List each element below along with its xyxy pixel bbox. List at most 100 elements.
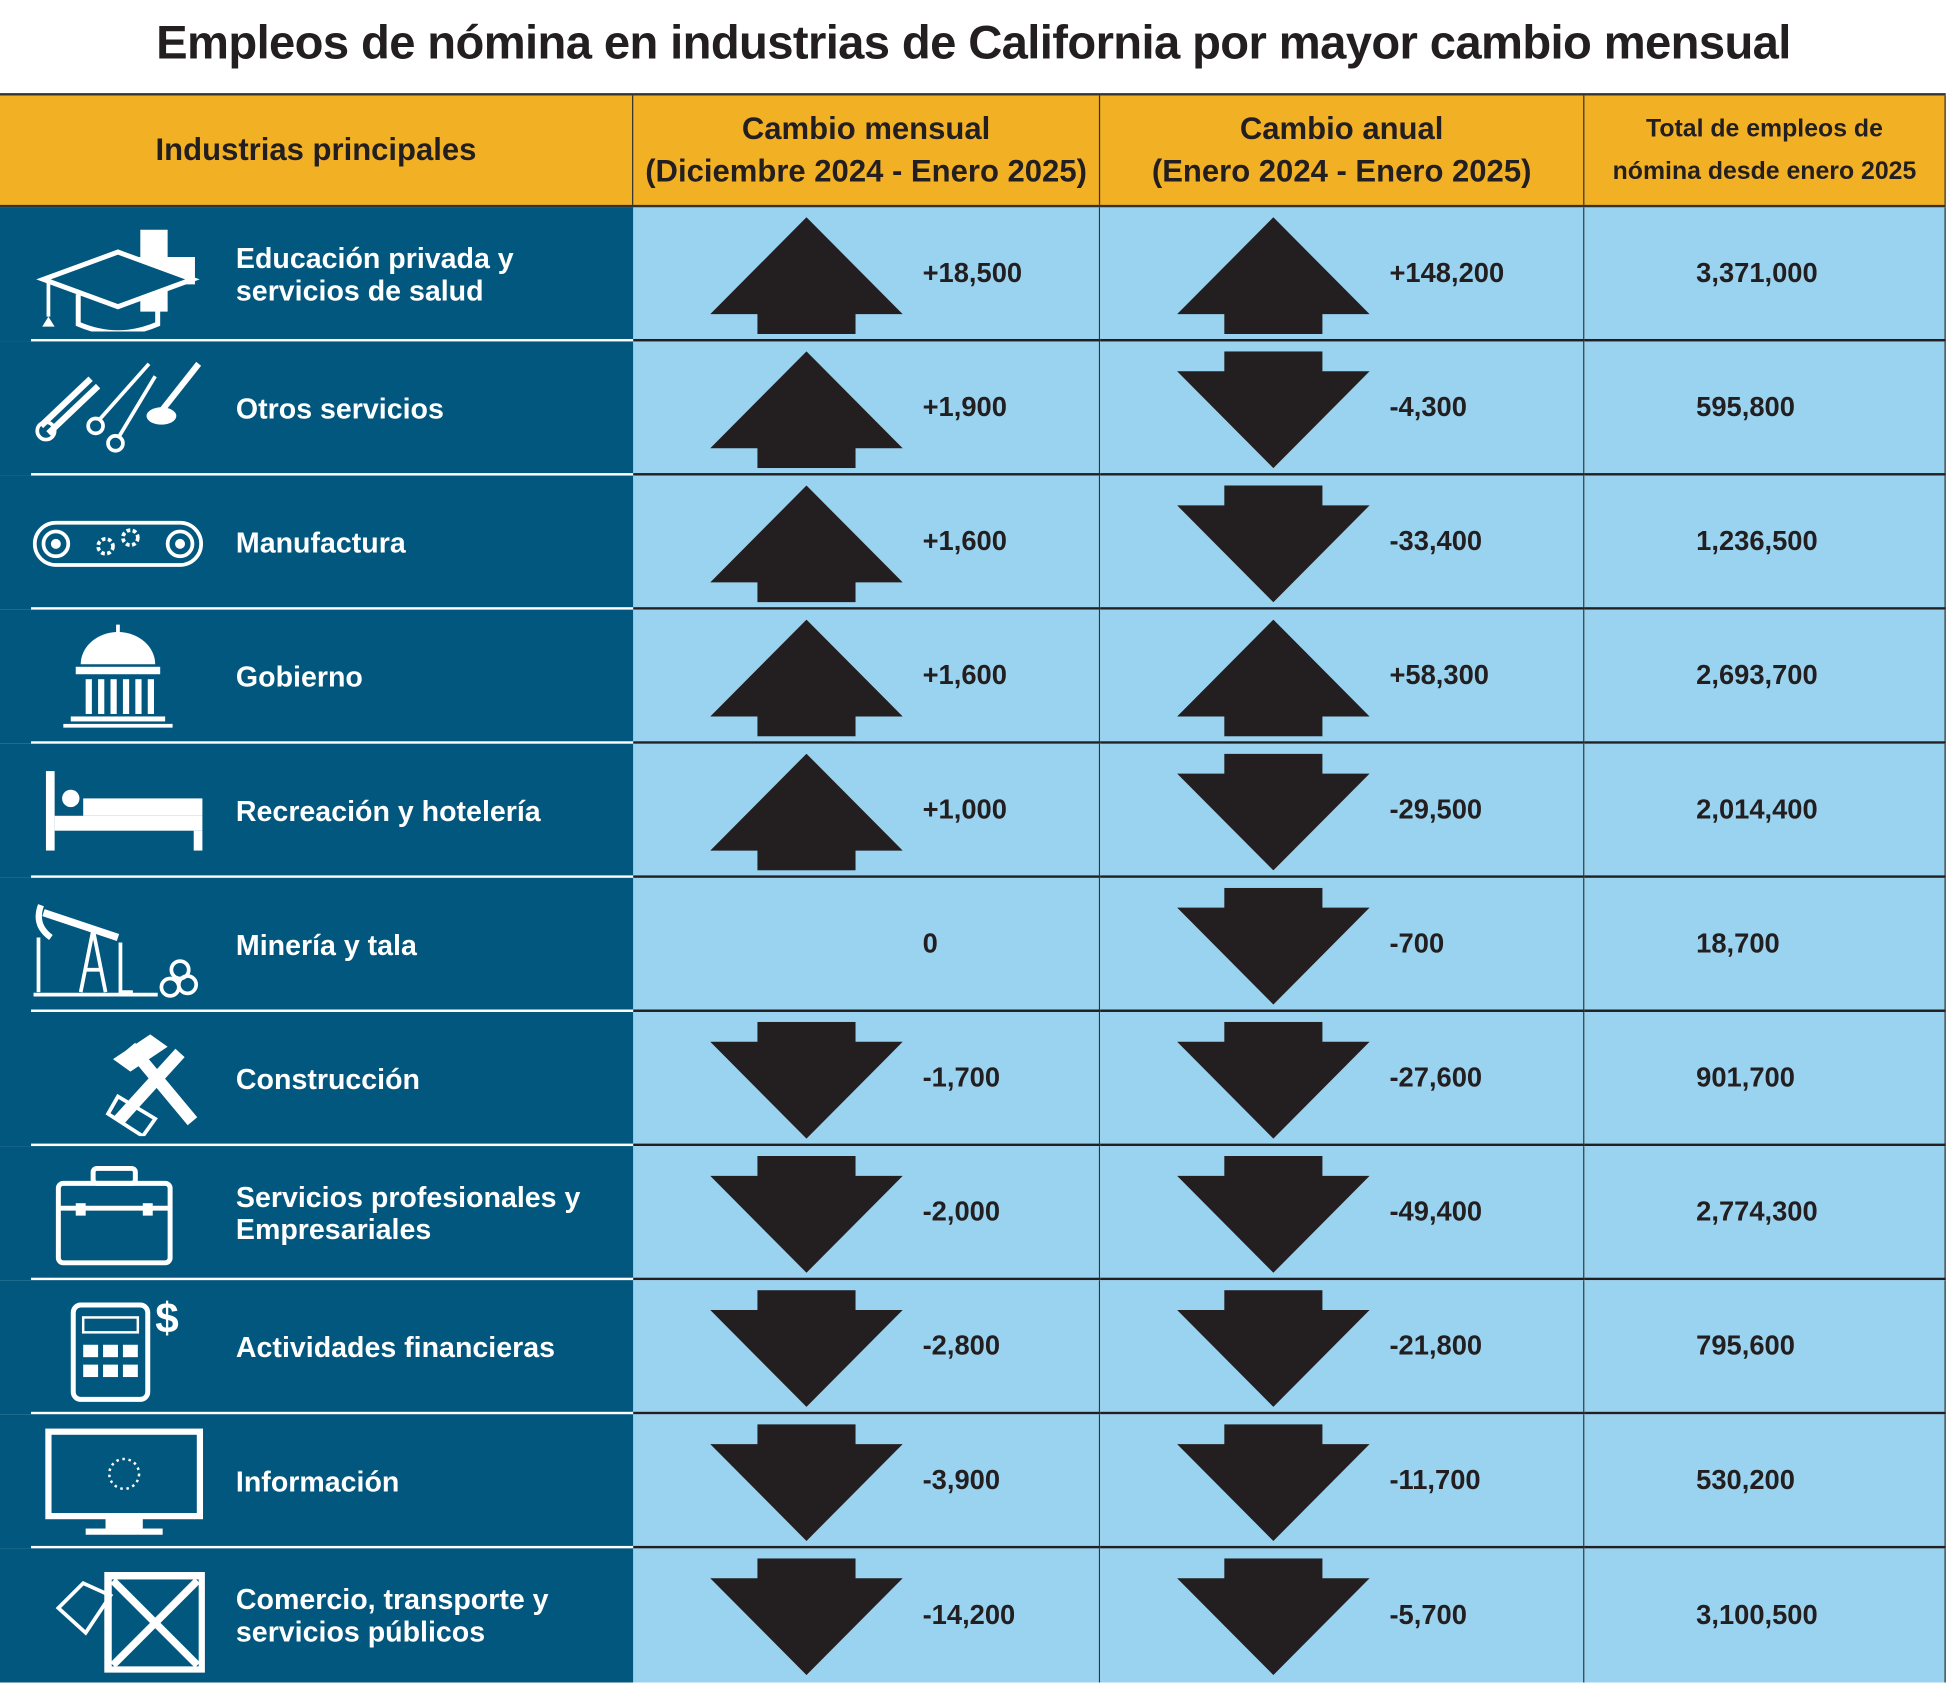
total-jobs-cell: 2,014,400 [1584,743,1946,878]
monthly-change-value: -2,800 [922,1329,1001,1361]
industry-name: Recreación y hotelería [235,794,541,827]
annual-arrow-down-icon [1177,1558,1370,1676]
row-divider [31,1009,634,1012]
monthly-arrow-up-icon [710,753,903,871]
monthly-change-value: -14,200 [922,1599,1016,1631]
industry-cell: Construcción [0,1011,634,1147]
industry-name: Servicios profesionales y Empresariales [235,1180,581,1246]
monthly-change-cell: +1,000 [633,743,1101,878]
monthly-change-value: -2,000 [922,1195,1001,1227]
industry-cell: Comercio, transporte y servicios público… [0,1548,634,1683]
monthly-change-value: 0 [922,927,938,959]
briefcase-icon [55,1165,173,1266]
header-total-line1: Total de empleos de [1645,115,1883,143]
row-divider [31,338,634,342]
annual-change-value: -700 [1389,927,1445,959]
calculator-dollar-icon: $ [70,1294,179,1402]
table-row: Minería y tala 0 -700 18,700 [0,877,1946,1012]
industry-name: Comercio, transporte y servicios público… [235,1583,549,1648]
capitol-building-icon [63,624,173,728]
table-body: Educación privada y servicios de salud +… [0,207,1946,1683]
table-row: Educación privada y servicios de salud +… [0,207,1946,342]
total-jobs-cell: 595,800 [1584,341,1946,476]
monthly-arrow-down-icon [710,1021,903,1139]
annual-arrow-down-icon [1177,1156,1370,1273]
total-jobs-value: 530,200 [1696,1463,1795,1496]
total-jobs-cell: 795,600 [1584,1280,1946,1415]
monthly-change-value: +1,900 [922,391,1007,423]
total-jobs-value: 3,100,500 [1696,1599,1818,1631]
annual-arrow-down-icon [1177,887,1370,1005]
industry-name: Gobierno [235,660,363,693]
row-divider [31,1143,634,1147]
industry-cell: Educación privada y servicios de salud [0,207,634,342]
table-row: Construcción -1,700 -27,600 901,700 [0,1011,1946,1147]
monthly-arrow-up-icon [710,619,903,737]
total-jobs-value: 2,693,700 [1696,659,1818,691]
monthly-change-cell: 0 [633,877,1101,1012]
monthly-arrow-down-icon [710,1558,903,1676]
annual-arrow-up-icon [1177,619,1370,737]
annual-arrow-up-icon [1177,217,1370,335]
oil-pump-logs-icon [33,904,199,998]
monthly-arrow-up-icon [710,485,903,603]
annual-arrow-down-icon [1177,1424,1370,1541]
monthly-change-cell: -14,200 [633,1548,1101,1683]
industry-cell: Minería y tala [0,877,634,1012]
industry-cell: Información [0,1414,634,1549]
annual-change-cell: -33,400 [1100,475,1585,610]
table-row: Comercio, transporte y servicios público… [0,1548,1946,1683]
total-jobs-cell: 530,200 [1584,1414,1946,1549]
total-jobs-cell: 2,693,700 [1584,609,1946,744]
monthly-change-cell: +18,500 [633,207,1101,342]
annual-change-cell: -5,700 [1100,1548,1585,1683]
total-jobs-value: 2,014,400 [1696,793,1818,825]
industry-name: Educación privada y servicios de salud [235,242,514,307]
annual-change-value: -29,500 [1389,793,1483,825]
industry-cell: Gobierno [0,609,634,744]
annual-change-cell: -21,800 [1100,1280,1585,1415]
industry-name: Actividades financieras [235,1331,555,1364]
jobs-table: Industrias principales Cambio mensual (Di… [0,93,1946,1683]
conveyor-gears-icon [32,520,204,567]
annual-change-cell: +58,300 [1100,609,1585,744]
row-divider [31,1277,634,1281]
industry-cell: Manufactura [0,475,634,610]
row-divider [31,473,634,476]
table-row: Manufactura +1,600 -33,400 1,236,500 [0,475,1946,610]
annual-change-value: -5,700 [1389,1599,1467,1631]
total-jobs-cell: 1,236,500 [1584,475,1946,610]
monthly-change-value: -1,700 [922,1061,1001,1093]
monthly-arrow-down-icon [710,1290,903,1407]
total-jobs-value: 595,800 [1696,391,1795,423]
header-total: Total de empleos de nómina desde enero 20… [1584,95,1946,205]
monthly-change-value: +1,600 [922,659,1007,691]
tools-scissors-icon [35,361,202,453]
annual-arrow-down-icon [1177,1021,1370,1139]
page-title: Empleos de nómina en industrias de Calif… [156,17,1791,70]
annual-change-value: -49,400 [1389,1195,1483,1227]
annual-change-value: -4,300 [1389,391,1467,423]
monthly-change-cell: -1,700 [633,1011,1101,1147]
graduation-cap-medical-cross-icon [36,229,200,332]
industry-name: Otros servicios [235,392,444,425]
total-jobs-value: 795,600 [1696,1329,1795,1361]
monthly-change-cell: -2,800 [633,1280,1101,1415]
annual-arrow-down-icon [1177,1290,1370,1407]
monthly-change-cell: +1,900 [633,341,1101,476]
monthly-change-value: +18,500 [922,257,1023,289]
header-annual-title: Cambio anual [1239,111,1444,147]
bed-icon [45,771,203,851]
header-annual: Cambio anual (Enero 2024 - Enero 2025) [1100,95,1585,205]
annual-change-cell: +148,200 [1100,207,1585,342]
row-divider [31,1411,634,1415]
annual-change-value: -27,600 [1389,1061,1483,1093]
monthly-change-cell: +1,600 [633,609,1101,744]
industry-name: Construcción [235,1062,420,1096]
row-divider [31,875,634,878]
monthly-arrow-down-icon [710,1156,903,1273]
monthly-change-value: +1,000 [922,793,1007,825]
monthly-change-value: -3,900 [922,1463,1001,1496]
table-row: Otros servicios +1,900 -4,300 595,800 [0,341,1946,476]
annual-change-value: -33,400 [1389,525,1483,557]
